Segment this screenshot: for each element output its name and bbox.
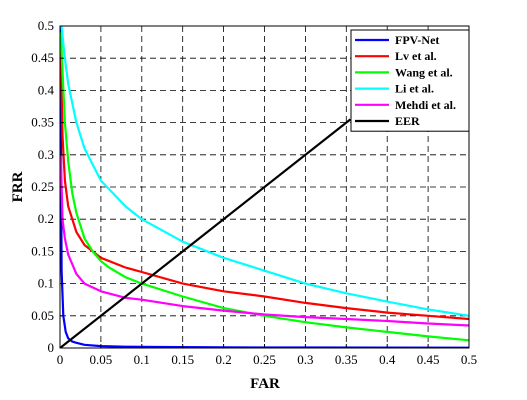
- x-tick-label: 0.15: [171, 352, 194, 367]
- legend-label-eer: EER: [395, 114, 420, 128]
- x-tick-label: 0.05: [90, 352, 113, 367]
- series-line-li-et-al: [60, 26, 469, 317]
- x-tick-label: 0.2: [215, 352, 231, 367]
- x-tick-label: 0.1: [134, 352, 150, 367]
- legend: FPV-Net Lv et al. Wang et al. Li et al. Mehd…: [350, 29, 470, 132]
- series-line-lv-et-al: [60, 38, 469, 321]
- x-tick-label: 0.35: [335, 352, 358, 367]
- y-tick-label: 0.15: [31, 243, 54, 258]
- series-line-fpv-net: [60, 26, 469, 348]
- legend-label-li-et-al: Li et al.: [395, 82, 434, 96]
- ticks: 0 0.05 0.1 0.15 0.2 0.25 0.3 0.35 0.4 0.45 0.5 0 0.0…: [31, 18, 477, 367]
- x-tick-label: 0.3: [297, 352, 313, 367]
- y-tick-label: 0.4: [38, 82, 55, 97]
- x-tick-label: 0.45: [417, 352, 440, 367]
- series-layer: [60, 26, 469, 348]
- x-tick-label: 0.4: [379, 352, 396, 367]
- y-tick-label: 0.2: [38, 211, 54, 226]
- x-tick-label: 0: [57, 352, 64, 367]
- x-tick-label: 0.25: [253, 352, 276, 367]
- legend-label-fpv-net: FPV-Net: [395, 33, 439, 47]
- legend-label-mehdi-et-al: Mehdi et al.: [395, 98, 456, 112]
- x-axis-label: FAR: [250, 376, 280, 392]
- series-line-eer: [60, 118, 352, 348]
- series-line-mehdi-et-al: [60, 154, 469, 327]
- x-tick-label: 0.5: [461, 352, 477, 367]
- y-tick-label: 0: [48, 340, 55, 355]
- y-axis-label: FRR: [10, 171, 26, 202]
- legend-label-wang-et-al: Wang et al.: [395, 65, 453, 79]
- y-tick-label: 0.1: [38, 276, 54, 291]
- legend-box: [350, 29, 470, 132]
- y-tick-label: 0.45: [31, 50, 54, 65]
- y-tick-label: 0.5: [38, 18, 54, 33]
- y-tick-label: 0.35: [31, 115, 54, 130]
- y-tick-label: 0.25: [31, 179, 54, 194]
- series-line-wang-et-al: [60, 32, 469, 342]
- y-tick-label: 0.3: [38, 147, 54, 162]
- legend-label-lv-et-al: Lv et al.: [395, 49, 437, 63]
- y-tick-label: 0.05: [31, 308, 54, 323]
